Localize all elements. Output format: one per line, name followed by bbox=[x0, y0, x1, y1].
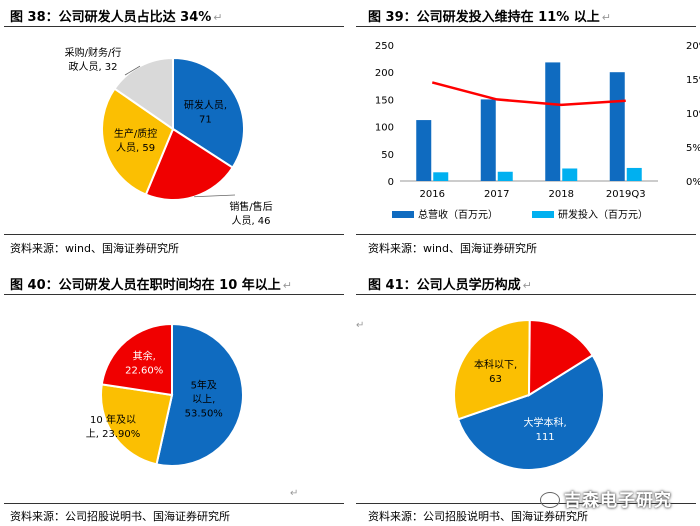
bar-rnd bbox=[433, 172, 449, 181]
x-tick-label: 2016 bbox=[420, 189, 445, 200]
pie-label-其余: 其余, 22.60% bbox=[125, 350, 163, 377]
pie-label-本科以下: 本科以下, 63 bbox=[474, 358, 517, 385]
x-tick-label: 2017 bbox=[484, 189, 509, 200]
left-axis-tick: 150 bbox=[375, 95, 394, 106]
source-note-4: 资料来源：公司招股说明书、国海证券研究所 bbox=[368, 510, 588, 523]
watermark: 吉森电子研究 bbox=[540, 486, 672, 511]
pie-slice-5年及以上 bbox=[155, 322, 244, 467]
pie-label-5年及以上: 5年及以上, 53.50% bbox=[185, 379, 223, 420]
chart-40-pie: 5年及以上, 53.50% 10 年及以上, 23.90% 其余, 22.60% bbox=[86, 322, 244, 467]
bar-revenue bbox=[609, 72, 625, 181]
bar-revenue bbox=[416, 120, 432, 181]
bar-revenue bbox=[480, 99, 496, 181]
source-note-2: 资料来源：wind、国海证券研究所 bbox=[368, 242, 538, 255]
chart-41-title: 图 41：公司人员学历构成 ↵ bbox=[368, 278, 532, 293]
pie-slice-10年及以上 bbox=[100, 383, 174, 466]
chart-38-panel: 研发人员, 71 销售/售后人员, 46 生产/质控人员, 59 采购/财务/行政人员,… bbox=[0, 28, 350, 233]
title-rule-right bbox=[356, 26, 696, 27]
pie-label-大学本科: 大学本科, 111 bbox=[524, 416, 567, 443]
chart-39-title: 图 39：公司研发投入维持在 11% 以上 ↵ bbox=[368, 10, 612, 25]
right-axis-tick: 20% bbox=[686, 41, 700, 52]
leader-line bbox=[124, 65, 141, 76]
legend-label: 总营收（百万元） bbox=[418, 208, 498, 221]
chart-38-title: 图 38：公司研发人员占比达 34% ↵ bbox=[10, 10, 223, 25]
right-axis-tick: 10% bbox=[686, 109, 700, 120]
pie-slice-生产/质控人员 bbox=[101, 87, 175, 196]
source-rule-4 bbox=[356, 503, 696, 504]
source-rule-3 bbox=[4, 503, 344, 504]
pie-slice-大学本科 bbox=[456, 353, 605, 471]
wechat-icon bbox=[540, 492, 560, 508]
bar-rnd bbox=[497, 171, 513, 181]
pie-slice-其余 bbox=[100, 322, 173, 397]
title-rule-left-2 bbox=[4, 294, 344, 295]
bar-rnd bbox=[626, 167, 642, 181]
legend-swatch bbox=[532, 211, 554, 218]
left-axis-tick: 200 bbox=[375, 68, 394, 79]
left-axis-tick: 0 bbox=[388, 177, 394, 188]
left-axis-tick: 100 bbox=[375, 123, 394, 134]
pie-slice-other bbox=[527, 318, 594, 397]
chart-39-combo: 0 50 100 150 200 250 0% 5% 10% 15% 20% 2016 2017 2018… bbox=[375, 41, 700, 221]
left-axis-tick: 50 bbox=[381, 150, 394, 161]
chart-41-pie: 大学本科, 111 本科以下, 63 bbox=[453, 318, 605, 471]
chart-38-pie: 研发人员, 71 销售/售后人员, 46 生产/质控人员, 59 采购/财务/行政人员,… bbox=[65, 46, 273, 227]
bar-rnd bbox=[562, 168, 578, 181]
pie-slice-本科以下 bbox=[453, 319, 531, 421]
chart-41-panel: 大学本科, 111 本科以下, 63 bbox=[352, 296, 700, 501]
paragraph-mark: ↵ bbox=[290, 488, 299, 499]
source-rule-2 bbox=[356, 234, 696, 235]
source-rule-1 bbox=[4, 234, 344, 235]
pie-slice-销售/售后人员 bbox=[144, 127, 235, 201]
title-rule-left bbox=[4, 26, 344, 27]
pie-label-研发人员: 研发人员, 71 bbox=[184, 98, 227, 125]
pie-label-生产/质控人员: 生产/质控人员, 59 bbox=[114, 127, 157, 154]
source-note-1: 资料来源：wind、国海证券研究所 bbox=[10, 242, 180, 255]
pie-label-采购/财务/行政人员: 采购/财务/行政人员, 32 bbox=[65, 46, 122, 73]
legend-swatch bbox=[392, 211, 414, 218]
leader-line bbox=[194, 194, 236, 198]
pie-label-10年及以上: 10 年及以上, 23.90% bbox=[86, 413, 141, 440]
chart-40-title: 图 40：公司研发人员在职时间均在 10 年以上 ↵ bbox=[10, 278, 292, 293]
legend-label: 研发投入（百万元） bbox=[558, 208, 648, 221]
x-tick-label: 2018 bbox=[549, 189, 574, 200]
source-note-3: 资料来源：公司招股说明书、国海证券研究所 bbox=[10, 510, 230, 523]
right-axis-tick: 5% bbox=[686, 143, 700, 154]
chart-39-panel: 0 50 100 150 200 250 0% 5% 10% 15% 20% 2016 2017 2018… bbox=[352, 28, 700, 233]
x-tick-label: 2019Q3 bbox=[606, 189, 646, 200]
left-axis-tick: 250 bbox=[375, 41, 394, 52]
pie-label-销售/售后人员: 销售/售后人员, 46 bbox=[229, 200, 272, 227]
right-axis-tick: 15% bbox=[686, 75, 700, 86]
paragraph-mark: ↵ bbox=[356, 320, 365, 331]
ratio-line bbox=[431, 81, 626, 107]
title-rule-right-2 bbox=[356, 294, 696, 295]
chart-40-panel: 5年及以上, 53.50% 10 年及以上, 23.90% 其余, 22.60% bbox=[0, 296, 350, 501]
bar-revenue bbox=[545, 62, 561, 181]
right-axis-tick: 0% bbox=[686, 177, 700, 188]
